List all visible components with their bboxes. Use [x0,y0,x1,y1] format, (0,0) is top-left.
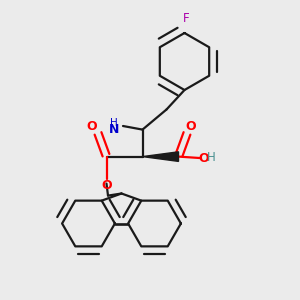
Polygon shape [142,152,178,161]
Text: O: O [101,179,112,192]
Text: O: O [198,152,209,165]
Text: O: O [186,120,196,133]
Text: F: F [183,13,189,26]
Text: N: N [109,122,119,136]
Text: H: H [110,118,118,128]
Text: H: H [207,151,216,164]
Text: O: O [87,120,98,133]
